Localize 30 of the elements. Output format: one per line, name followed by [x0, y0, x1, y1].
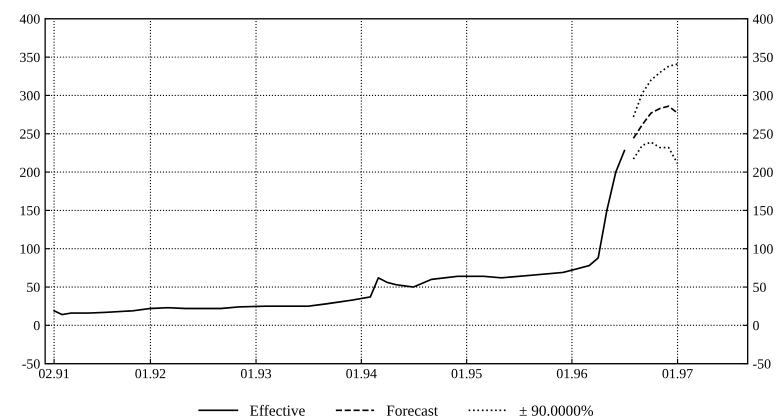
y2-tick-label: 50 — [753, 282, 766, 292]
y-tick-label: 300 — [20, 91, 40, 100]
y-tick-label: 50 — [27, 282, 40, 292]
y-tick-label: 250 — [20, 129, 40, 139]
y2-tick-label: 300 — [753, 91, 773, 100]
y2-tick-label: 100 — [754, 244, 773, 254]
y-tick-label: 0 — [34, 320, 40, 330]
y2-tick-label: 200 — [753, 168, 773, 178]
y-tick-label: 100 — [20, 244, 40, 254]
x-tick-label: 01.92 — [135, 368, 166, 378]
y-tick-label: 200 — [20, 168, 40, 178]
x-tick-label: 01.95 — [452, 368, 482, 378]
y2-tick-label: 250 — [753, 129, 773, 139]
x-tick-label: 01.97 — [662, 368, 693, 378]
y-tick-label: 350 — [20, 52, 40, 62]
legend-label: ± 90.0000% — [520, 405, 594, 416]
y2-tick-label: 400 — [752, 14, 773, 24]
x-tick-label: 02.91 — [38, 368, 69, 378]
legend-label: Forecast — [386, 406, 438, 416]
y2-tick-label: 0 — [753, 320, 759, 330]
y-tick-label: 150 — [20, 206, 40, 216]
y2-tick-label: 350 — [753, 52, 773, 62]
x-tick-label: 01.96 — [556, 368, 588, 378]
legend-label: Effective — [250, 404, 305, 416]
y2-tick-label: -50 — [753, 359, 771, 369]
x-tick-label: 01.93 — [240, 368, 272, 378]
y-tick-label: -50 — [22, 359, 40, 369]
y-tick-label: 400 — [20, 14, 40, 24]
y2-tick-label: 150 — [754, 206, 773, 216]
x-tick-label: 01.94 — [346, 368, 377, 378]
